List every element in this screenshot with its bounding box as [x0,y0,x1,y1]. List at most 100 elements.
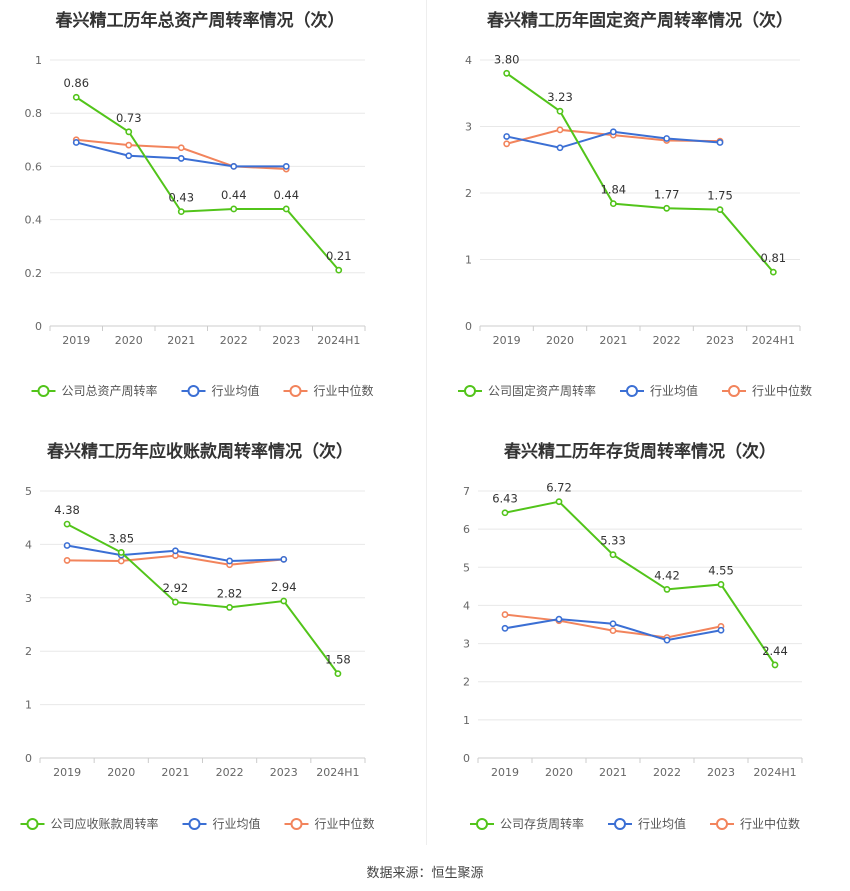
data-label: 4.42 [654,568,680,582]
x-tick-label: 2020 [115,334,143,347]
x-tick-label: 2022 [653,766,681,779]
legend-marker-icon [626,385,638,397]
x-tick-label: 2021 [161,766,189,779]
x-tick-label: 2024H1 [753,766,796,779]
y-tick-label: 0 [463,752,470,765]
y-tick-label: 3 [25,592,32,605]
legend-label: 公司应收账款周转率 [51,816,159,831]
data-point-company [282,205,290,213]
legend-marker-icon [289,385,302,397]
legend-marker-icon [26,818,39,830]
legend-item-company[interactable]: 公司应收账款周转率 [20,816,159,831]
data-label: 1.75 [707,189,733,203]
data-point-industry-avg [716,139,724,146]
data-label: 0.43 [168,191,194,205]
y-tick-label: 4 [465,54,472,67]
y-tick-label: 1 [463,714,470,727]
data-point-company [771,661,779,669]
y-tick-label: 1 [35,54,42,67]
data-label: 0.73 [116,111,142,125]
legend-item-industry-avg[interactable]: 行业均值 [608,816,686,831]
legend-item-industry-median[interactable]: 行业中位数 [710,816,800,831]
x-tick-label: 2020 [107,766,135,779]
y-tick-label: 2 [25,645,32,658]
legend-item-industry-median[interactable]: 行业中位数 [283,383,374,398]
data-point-company [125,128,133,136]
legend-item-industry-avg[interactable]: 行业均值 [181,383,260,398]
data-label: 4.38 [54,503,80,517]
chart-panel-total-assets: 春兴精工历年总资产周转率情况（次） 0 0.2 0.4 0.6 0.8 1 2019 2020 2… [0,0,425,430]
legend-label: 公司固定资产周转率 [488,383,596,398]
legend-label: 行业中位数 [315,816,375,831]
x-tick-label: 2023 [272,334,300,347]
data-label: 1.77 [654,187,680,201]
legend-item-company[interactable]: 公司总资产周转率 [31,383,158,398]
data-point-company [335,266,343,274]
y-tick-label: 0 [35,320,42,333]
y-tick-label: 7 [463,485,470,498]
y-tick-label: 0.6 [25,160,43,173]
chart-panel-receivables: 春兴精工历年应收账款周转率情况（次） 0 1 2 3 4 5 2019 2020 2021 2022… [0,430,425,860]
chart-title: 春兴精工历年固定资产周转率情况（次） [487,10,793,31]
legend-item-industry-avg[interactable]: 行业均值 [620,383,698,398]
x-tick-label: 2020 [545,766,573,779]
legend-label: 行业均值 [212,383,260,398]
legend-label: 行业中位数 [740,816,800,831]
x-tick-label: 2019 [62,334,90,347]
y-tick-label: 0 [25,752,32,765]
data-point-company [172,598,179,606]
legend-item-industry-avg[interactable]: 行业均值 [182,816,261,831]
data-point-industry-avg [282,162,290,170]
data-point-industry-avg [556,144,564,152]
y-tick-label: 6 [463,523,470,536]
data-point-industry-avg [230,162,238,170]
x-tick-label: 2019 [493,334,521,347]
legend-marker-icon [728,385,740,397]
legend-marker-icon [187,385,200,397]
legend-item-company[interactable]: 公司固定资产周转率 [458,383,596,398]
data-point-company [334,670,342,678]
y-tick-label: 3 [465,121,472,134]
data-point-company [117,549,125,556]
inventory-turnover-chart: 春兴精工历年存货周转率情况（次） 0 1 2 3 4 5 6 7 2019 2020 2021 2022… [463,441,803,831]
data-label: 3.80 [494,52,520,66]
data-point-industry-avg [503,133,511,140]
legend-item-industry-median[interactable]: 行业中位数 [722,383,812,398]
data-point-industry-avg [501,624,509,632]
data-point-company [609,551,617,559]
data-label: 0.81 [761,251,787,265]
series-line-company [506,72,775,273]
data-point-company [280,597,288,605]
data-point-company [503,69,511,77]
y-tick-label: 0.8 [25,107,43,120]
data-point-industry-median [556,126,564,134]
data-point-company [72,93,80,101]
legend-item-industry-median[interactable]: 行业中位数 [284,816,375,831]
y-tick-label: 0.4 [25,214,43,227]
legend-item-company[interactable]: 公司存货周转率 [470,816,584,831]
data-label: 0.86 [63,76,89,90]
data-point-company [230,205,238,213]
legend-marker-icon [614,818,626,830]
y-tick-label: 4 [463,599,470,612]
data-point-industry-median [117,557,125,565]
data-point-industry-avg [63,542,71,549]
legend-marker-icon [37,385,50,397]
data-point-industry-avg [663,135,671,142]
x-tick-label: 2022 [653,334,681,347]
data-label: 2.44 [762,644,788,658]
data-point-company [177,208,185,216]
data-label: 3.23 [547,90,573,104]
total-assets-turnover-chart: 春兴精工历年总资产周转率情况（次） 0 0.2 0.4 0.6 0.8 1 2019 2020 2… [25,10,374,398]
data-point-company [63,520,71,528]
x-tick-label: 2021 [599,766,627,779]
data-label: 6.72 [546,481,572,495]
y-tick-label: 2 [465,187,472,200]
fixed-assets-turnover-chart: 春兴精工历年固定资产周转率情况（次） 0 1 2 3 4 2019 2020 2021 2022 2… [458,10,812,398]
x-tick-label: 2024H1 [316,766,359,779]
y-tick-label: 3 [463,638,470,651]
legend-marker-icon [290,818,303,830]
x-tick-label: 2019 [491,766,519,779]
data-source-note: 数据来源：恒生聚源 [366,866,484,881]
series-line-company [75,96,340,271]
